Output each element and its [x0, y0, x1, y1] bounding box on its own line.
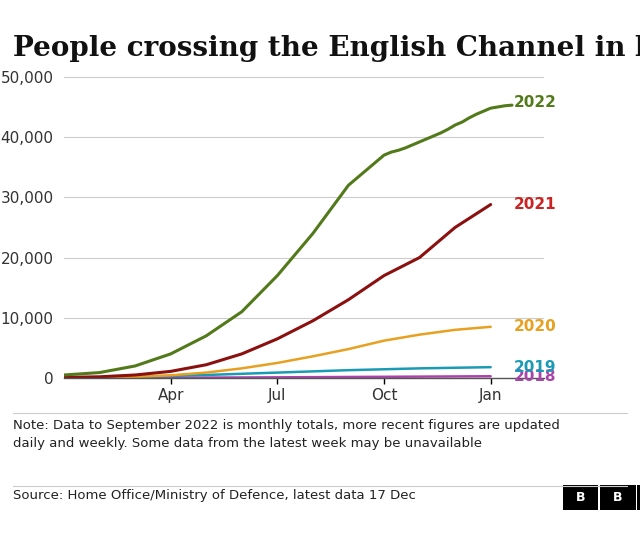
Text: Source: Home Office/Ministry of Defence, latest data 17 Dec: Source: Home Office/Ministry of Defence,… — [13, 489, 415, 502]
Text: 2022: 2022 — [514, 94, 557, 110]
Text: B: B — [576, 491, 586, 504]
Text: Note: Data to September 2022 is monthly totals, more recent figures are updated
: Note: Data to September 2022 is monthly … — [13, 418, 559, 449]
Text: 2019: 2019 — [514, 360, 556, 375]
Text: People crossing the English Channel in boats: People crossing the English Channel in b… — [13, 35, 640, 62]
Text: 2018: 2018 — [514, 369, 556, 384]
Text: 2020: 2020 — [514, 319, 557, 334]
Text: B: B — [613, 491, 623, 504]
Text: 2021: 2021 — [514, 197, 556, 212]
